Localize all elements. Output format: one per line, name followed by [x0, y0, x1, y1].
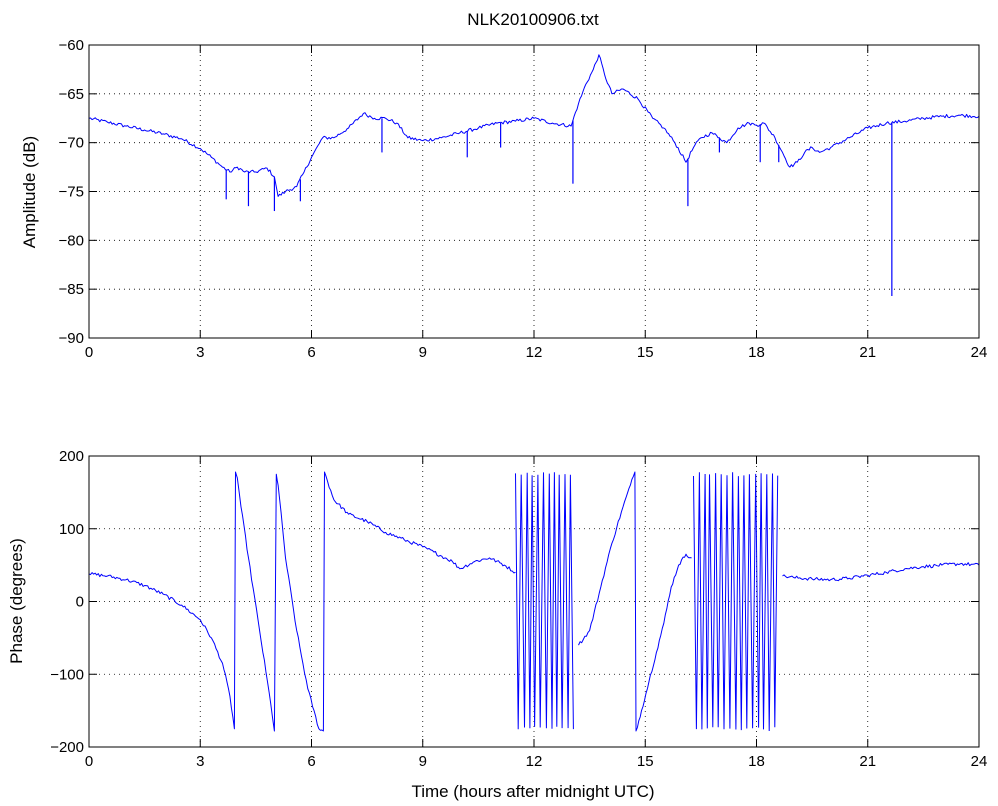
phase-y-tick-label: 100 [59, 521, 84, 538]
phase-series-line [578, 471, 692, 732]
amplitude-x-tick-label: 18 [748, 344, 765, 361]
amplitude-y-axis-label: Amplitude (dB) [20, 136, 39, 248]
phase-y-tick-label: −100 [50, 666, 84, 683]
phase-x-tick-label: 15 [637, 753, 654, 770]
phase-x-tick-label: 0 [85, 753, 93, 770]
amplitude-x-tick-label: 24 [971, 344, 988, 361]
amplitude-x-tick-label: 15 [637, 344, 654, 361]
amplitude-x-tick-label: 6 [307, 344, 315, 361]
phase-x-tick-label: 6 [307, 753, 315, 770]
amplitude-x-tick-label: 9 [419, 344, 427, 361]
amplitude-x-tick-label: 21 [859, 344, 876, 361]
phase-series-line [782, 562, 980, 582]
amplitude-series-line [88, 54, 980, 197]
amplitude-ticks: 0 3 6 9 12 15 18 21 24 −90 −85 −80 −75 −70 −65 −60 [59, 37, 988, 361]
amplitude-x-tick-label: 12 [526, 344, 543, 361]
phase-ticks: 0 3 6 9 12 15 18 21 24 −200 −100 0 100 200 [50, 448, 987, 770]
amplitude-chart-title: NLK20100906.txt [467, 10, 599, 29]
phase-x-axis-label: Time (hours after midnight UTC) [411, 782, 654, 801]
phase-oscillation-band [693, 472, 779, 732]
phase-series-line [88, 471, 516, 732]
phase-x-tick-label: 18 [748, 753, 765, 770]
phase-y-axis-label: Phase (degrees) [7, 538, 26, 664]
amplitude-x-tick-label: 0 [85, 344, 93, 361]
phase-plot-area [88, 471, 980, 732]
amplitude-y-tick-label: −65 [59, 86, 84, 103]
amplitude-grid [89, 45, 979, 338]
phase-x-tick-label: 9 [419, 753, 427, 770]
phase-oscillation-band [515, 472, 574, 730]
phase-x-tick-label: 21 [859, 753, 876, 770]
amplitude-y-tick-label: −70 [59, 135, 84, 152]
amplitude-plot-area [88, 54, 980, 297]
amplitude-axes: NLK20100906.txt 0 3 6 9 12 15 18 21 24 −90 −85 −80 −… [20, 10, 987, 361]
amplitude-y-tick-label: −85 [59, 281, 84, 298]
phase-y-tick-label: 200 [59, 448, 84, 465]
amplitude-y-tick-label: −75 [59, 184, 84, 201]
phase-x-tick-label: 3 [196, 753, 204, 770]
amplitude-y-tick-label: −90 [59, 330, 84, 347]
phase-y-tick-label: 0 [76, 594, 84, 611]
amplitude-x-tick-label: 3 [196, 344, 204, 361]
amplitude-y-tick-label: −80 [59, 232, 84, 249]
phase-x-tick-label: 12 [526, 753, 543, 770]
amplitude-y-tick-label: −60 [59, 37, 84, 54]
phase-axes: 0 3 6 9 12 15 18 21 24 −200 −100 0 100 200 Phase (deg… [7, 448, 987, 801]
phase-x-tick-label: 24 [971, 753, 988, 770]
phase-y-tick-label: −200 [50, 739, 84, 756]
